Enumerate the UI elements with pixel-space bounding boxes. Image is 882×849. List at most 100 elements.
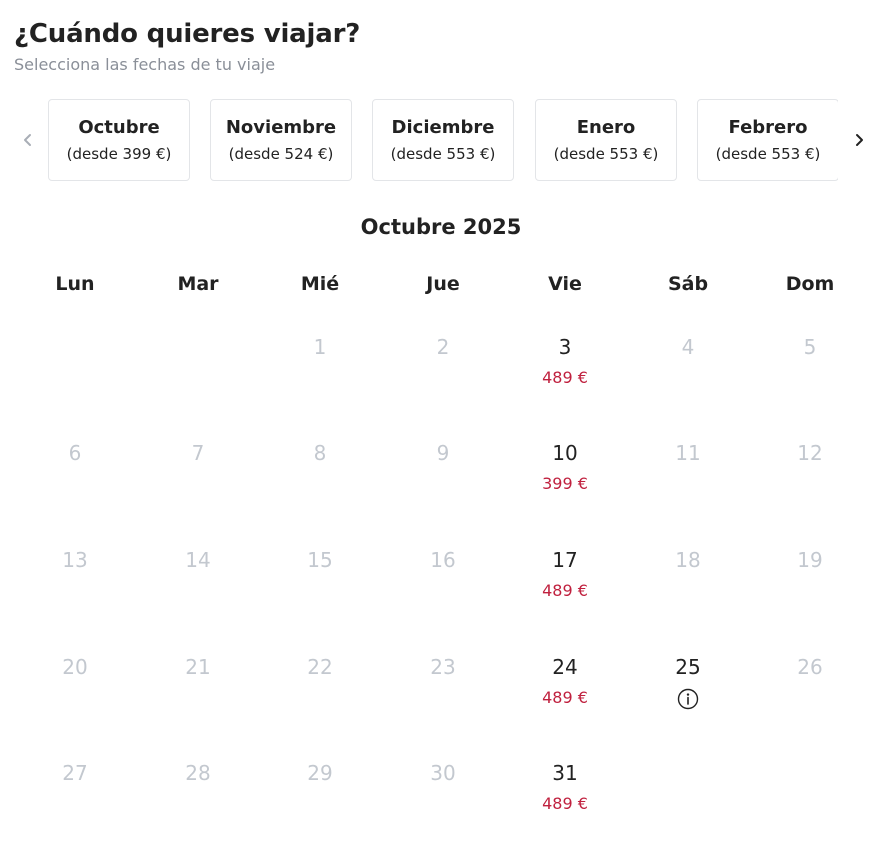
day-number: 8 (313, 441, 327, 465)
month-card-noviembre[interactable]: Noviembre (desde 524 €) (210, 99, 352, 181)
month-name: Noviembre (225, 116, 337, 138)
calendar-day-23: 23 (393, 653, 493, 743)
calendar-day-21: 21 (148, 653, 248, 743)
day-number: 14 (185, 548, 211, 572)
month-name: Febrero (728, 116, 808, 138)
month-selector: Octubre (desde 399 €) Noviembre (desde 524 … (0, 99, 882, 181)
day-number: 7 (191, 441, 205, 465)
day-number: 18 (675, 548, 701, 572)
month-min-price: (desde 399 €) (66, 144, 172, 163)
calendar-day-28: 28 (148, 759, 248, 849)
next-month-button[interactable] (844, 125, 874, 155)
day-number: 28 (185, 761, 211, 785)
calendar-day-7: 7 (148, 439, 248, 529)
day-number: 31 (552, 761, 578, 785)
weekday-header: Mié (300, 273, 340, 295)
prev-month-button[interactable] (13, 125, 43, 155)
day-number: 12 (797, 441, 823, 465)
month-min-price: (desde 524 €) (228, 144, 334, 163)
calendar-day-18: 18 (638, 546, 738, 636)
day-number: 24 (552, 655, 578, 679)
day-number: 9 (436, 441, 450, 465)
calendar-day-2: 2 (393, 333, 493, 423)
month-min-price: (desde 553 €) (553, 144, 659, 163)
calendar-day-5: 5 (760, 333, 860, 423)
calendar-day-6: 6 (25, 439, 125, 529)
calendar-day-26: 26 (760, 653, 860, 743)
page-subtitle: Selecciona las fechas de tu viaje (14, 55, 276, 74)
calendar-day-30: 30 (393, 759, 493, 849)
weekday-header: Jue (426, 273, 460, 295)
day-number: 17 (552, 548, 578, 572)
month-min-price: (desde 553 €) (390, 144, 496, 163)
day-price: 399 € (542, 474, 588, 493)
calendar-day-10[interactable]: 10 399 € (515, 439, 615, 529)
calendar-day-17[interactable]: 17 489 € (515, 546, 615, 636)
day-number: 16 (430, 548, 456, 572)
calendar-day-13: 13 (25, 546, 125, 636)
month-card-febrero[interactable]: Febrero (desde 553 €) (697, 99, 838, 181)
day-number: 27 (62, 761, 88, 785)
calendar-day-11: 11 (638, 439, 738, 529)
calendar-day-15: 15 (270, 546, 370, 636)
day-number: 6 (68, 441, 82, 465)
info-icon[interactable] (677, 688, 699, 710)
calendar-day-31[interactable]: 31 489 € (515, 759, 615, 849)
calendar-day-3[interactable]: 3 489 € (515, 333, 615, 423)
day-number: 29 (307, 761, 333, 785)
weekday-header: Vie (548, 273, 582, 295)
calendar-day-19: 19 (760, 546, 860, 636)
day-price: 489 € (542, 688, 588, 707)
day-number: 10 (552, 441, 578, 465)
day-number: 19 (797, 548, 823, 572)
day-number: 22 (307, 655, 333, 679)
day-number: 1 (313, 335, 327, 359)
calendar-day-1: 1 (270, 333, 370, 423)
day-number: 23 (430, 655, 456, 679)
month-card-octubre[interactable]: Octubre (desde 399 €) (48, 99, 190, 181)
calendar-day-22: 22 (270, 653, 370, 743)
day-price: 489 € (542, 368, 588, 387)
day-number: 15 (307, 548, 333, 572)
day-number: 13 (62, 548, 88, 572)
day-number: 4 (681, 335, 695, 359)
calendar-day-8: 8 (270, 439, 370, 529)
calendar-day-14: 14 (148, 546, 248, 636)
day-number: 3 (558, 335, 572, 359)
day-price: 489 € (542, 794, 588, 813)
day-number: 26 (797, 655, 823, 679)
day-number: 5 (803, 335, 817, 359)
weekday-header: Sáb (667, 273, 709, 295)
calendar-day-29: 29 (270, 759, 370, 849)
page-title: ¿Cuándo quieres viajar? (14, 19, 361, 49)
day-number: 25 (675, 655, 701, 679)
month-card-list: Octubre (desde 399 €) Noviembre (desde 524 … (48, 99, 838, 181)
calendar-month-title: Octubre 2025 (360, 215, 522, 239)
month-card-enero[interactable]: Enero (desde 553 €) (535, 99, 677, 181)
calendar-day-20: 20 (25, 653, 125, 743)
day-number: 21 (185, 655, 211, 679)
calendar-day-12: 12 (760, 439, 860, 529)
weekday-header: Dom (785, 273, 835, 295)
chevron-right-icon (856, 134, 863, 146)
month-min-price: (desde 553 €) (715, 144, 821, 163)
day-number: 2 (436, 335, 450, 359)
month-name: Octubre (78, 116, 160, 138)
month-name: Diciembre (391, 116, 495, 138)
calendar-day-27: 27 (25, 759, 125, 849)
calendar-day-16: 16 (393, 546, 493, 636)
page-header: ¿Cuándo quieres viajar? Selecciona las f… (14, 16, 360, 76)
calendar-day-25[interactable]: 25 (638, 653, 738, 743)
weekday-header: Lun (55, 273, 95, 295)
month-card-diciembre[interactable]: Diciembre (desde 553 €) (372, 99, 514, 181)
day-price: 489 € (542, 581, 588, 600)
calendar-day-24[interactable]: 24 489 € (515, 653, 615, 743)
month-name: Enero (576, 116, 636, 138)
calendar-day-4: 4 (638, 333, 738, 423)
day-number: 11 (675, 441, 701, 465)
weekday-header: Mar (177, 273, 219, 295)
day-number: 20 (62, 655, 88, 679)
chevron-left-icon (24, 134, 31, 146)
day-number: 30 (430, 761, 456, 785)
calendar-day-9: 9 (393, 439, 493, 529)
